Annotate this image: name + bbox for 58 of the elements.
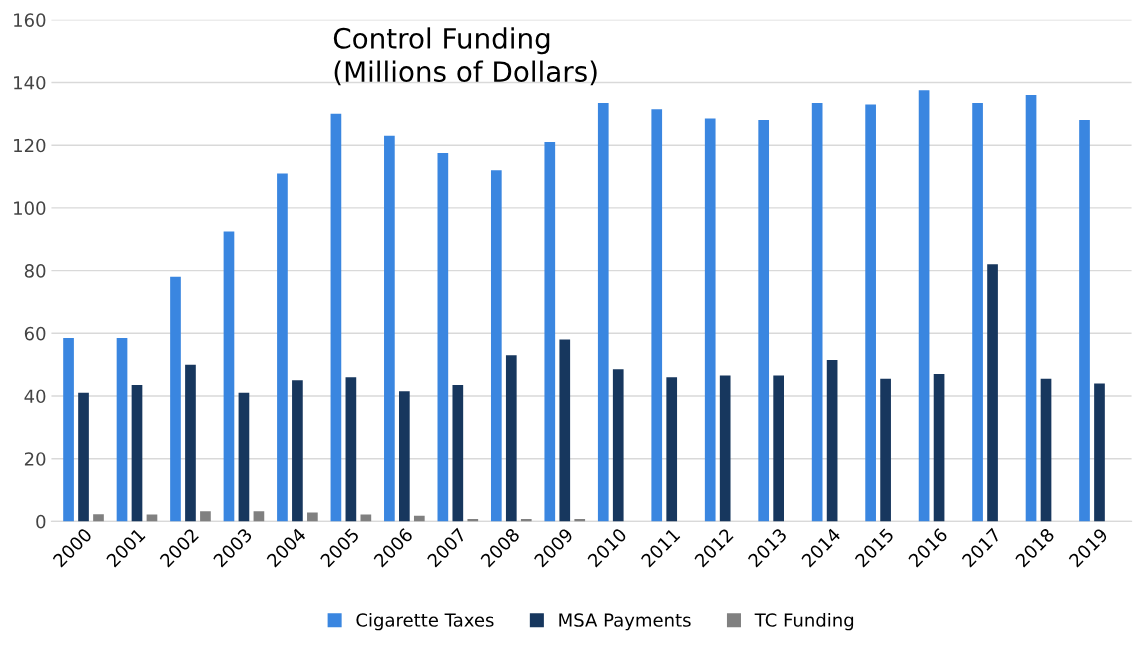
bar — [811, 102, 823, 522]
bar — [651, 109, 663, 522]
bar — [277, 173, 288, 522]
bar — [865, 104, 876, 522]
bar — [758, 120, 770, 522]
y-tick-label: 160 — [14, 13, 46, 27]
bar — [223, 231, 235, 522]
bar — [131, 385, 143, 522]
legend-label: MSA Payments — [559, 613, 691, 631]
bar — [63, 338, 74, 522]
bar — [987, 264, 998, 522]
bar — [413, 515, 425, 522]
bar — [1040, 378, 1052, 522]
bar — [826, 359, 838, 522]
bar — [666, 377, 678, 522]
y-tick-label: 100 — [14, 201, 46, 216]
bar — [704, 118, 716, 522]
bar — [490, 170, 502, 522]
y-tick-label: 60 — [24, 326, 46, 341]
y-tick-label: 40 — [24, 389, 46, 404]
bar — [505, 355, 517, 522]
bar — [93, 514, 104, 522]
bar — [544, 142, 556, 522]
bar — [972, 102, 983, 522]
text: Control Funding (Millions of Dollars) — [333, 27, 597, 86]
bar — [612, 369, 624, 522]
bar — [384, 135, 395, 522]
bar — [437, 153, 449, 522]
bar — [933, 374, 945, 522]
bar — [399, 391, 410, 522]
bar — [238, 392, 250, 522]
bar — [597, 102, 609, 522]
bar — [559, 339, 571, 522]
bar — [330, 113, 342, 522]
bar — [345, 377, 357, 522]
y-tick-label: 20 — [24, 452, 46, 466]
legend-label: TC Funding — [754, 612, 854, 631]
bar — [292, 380, 303, 522]
y-tick-label: 120 — [14, 138, 46, 153]
bar — [78, 392, 89, 522]
legend-label: Cigarette Taxes — [356, 612, 494, 631]
bar — [307, 512, 318, 522]
bar — [1025, 95, 1037, 522]
bar — [918, 90, 930, 522]
bar — [253, 511, 265, 522]
bar — [116, 338, 128, 522]
bar — [452, 385, 464, 522]
bar — [773, 375, 784, 522]
bar — [170, 276, 181, 522]
y-tick-label: 0 — [36, 514, 46, 529]
y-tick-label: 80 — [24, 264, 46, 278]
bar — [1094, 383, 1105, 522]
bar — [185, 364, 196, 522]
bar — [880, 378, 891, 522]
bar — [200, 511, 211, 522]
bar — [719, 375, 731, 522]
bar — [1079, 120, 1090, 522]
y-tick-label: 140 — [14, 75, 46, 90]
